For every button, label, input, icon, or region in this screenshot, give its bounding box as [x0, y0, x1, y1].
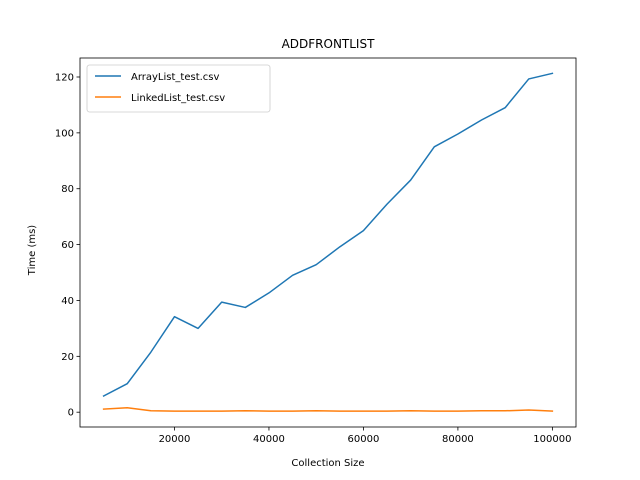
- series-line-0: [102, 72, 554, 398]
- x-tick-label: 80000: [442, 434, 474, 445]
- y-tick-label: 60: [61, 240, 74, 251]
- x-axis-label: Collection Size: [291, 458, 364, 469]
- x-tick-label: 100000: [533, 434, 571, 445]
- y-tick-label: 20: [61, 352, 74, 363]
- x-tick-label: 40000: [253, 434, 285, 445]
- series-line-1: [102, 406, 554, 412]
- chart-title: ADDFRONTLIST: [282, 37, 376, 51]
- x-tick-label: 60000: [348, 434, 380, 445]
- y-axis-label: Time (ms): [27, 225, 38, 277]
- legend-label-1: LinkedList_test.csv: [131, 93, 225, 104]
- y-tick-label: 40: [61, 296, 74, 307]
- legend-box: [86, 64, 271, 113]
- y-tick-label: 100: [55, 128, 74, 139]
- axes-frame: [79, 57, 577, 428]
- x-tick-label: 20000: [159, 434, 191, 445]
- y-tick-label: 0: [68, 408, 74, 419]
- y-tick-label: 80: [61, 184, 74, 195]
- legend-label-0: ArrayList_test.csv: [131, 72, 220, 83]
- plot-area: 20000 40000 60000 80000 100000 0 20 40 60 80 100 12…: [55, 57, 577, 445]
- y-tick-label: 120: [55, 72, 74, 83]
